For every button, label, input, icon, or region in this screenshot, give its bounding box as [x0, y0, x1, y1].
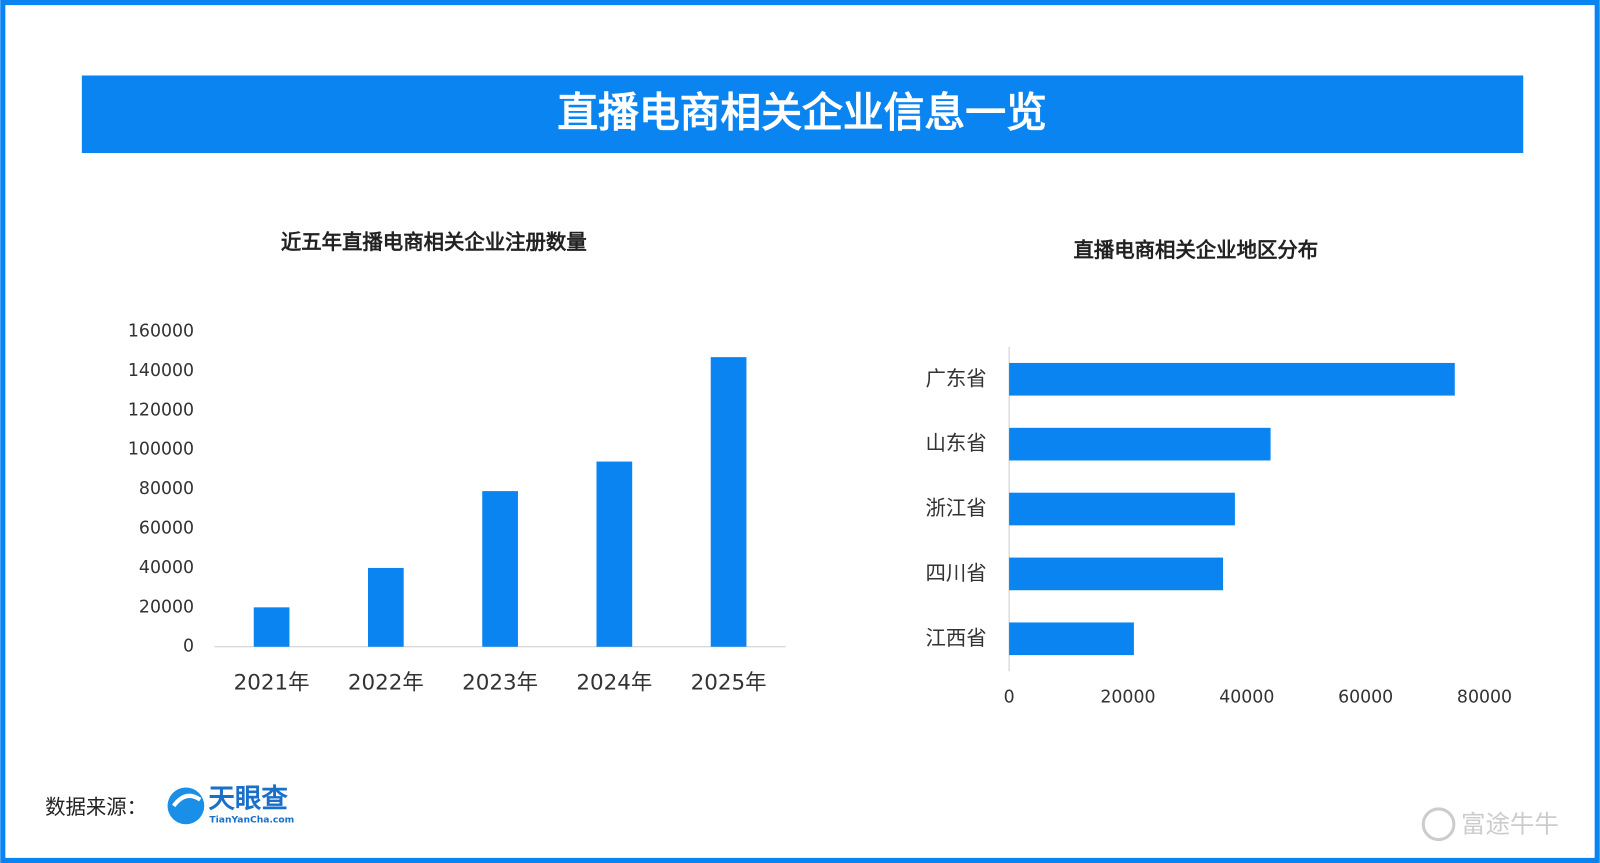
- x-tick-label: 40000: [1219, 688, 1274, 708]
- y-tick-label: 0: [183, 637, 194, 657]
- x-tick-label: 0: [1004, 688, 1015, 708]
- logo-swoosh: [172, 793, 202, 808]
- y-tick-label: 40000: [139, 558, 194, 578]
- page-title: 直播电商相关企业信息一览: [557, 88, 1047, 136]
- bar: [1009, 427, 1271, 461]
- bar: [1009, 622, 1134, 656]
- header-bar: [81, 75, 1524, 154]
- bar: [253, 607, 290, 647]
- watermark: 富途牛牛: [1461, 809, 1559, 838]
- x-tick-label: 80000: [1457, 688, 1512, 708]
- y-tick-label: 四川省: [926, 561, 987, 585]
- bar: [710, 357, 747, 647]
- logo-url: TianYanCha.com: [209, 815, 294, 826]
- chart-title: 直播电商相关企业地区分布: [1073, 238, 1318, 262]
- x-tick-label: 2022年: [348, 670, 424, 695]
- y-tick-label: 山东省: [926, 431, 987, 455]
- bar: [596, 461, 633, 647]
- y-tick-label: 140000: [128, 361, 194, 381]
- x-tick-label: 2024年: [576, 670, 652, 695]
- x-tick-label: 20000: [1100, 688, 1155, 708]
- bar: [1009, 362, 1455, 396]
- x-tick-label: 2025年: [691, 670, 767, 695]
- y-tick-label: 20000: [139, 597, 194, 617]
- y-tick-label: 120000: [128, 400, 194, 420]
- x-tick-label: 2021年: [234, 670, 310, 695]
- x-tick-label: 60000: [1338, 688, 1393, 708]
- bar: [482, 491, 518, 647]
- y-tick-label: 广东省: [926, 366, 987, 390]
- y-tick-label: 160000: [128, 322, 194, 342]
- bar: [1009, 557, 1224, 591]
- y-tick-label: 浙江省: [926, 496, 987, 520]
- chart-title: 近五年直播电商相关企业注册数量: [281, 230, 587, 254]
- logo-text: 天眼查: [208, 783, 288, 814]
- y-tick-label: 60000: [139, 519, 194, 539]
- bar: [367, 567, 404, 647]
- watermark-icon: [1421, 807, 1456, 842]
- y-tick-label: 100000: [128, 440, 194, 460]
- y-tick-label: 江西省: [926, 626, 987, 650]
- y-tick-label: 80000: [139, 479, 194, 499]
- source-label: 数据来源：: [45, 795, 147, 819]
- logo-icon: [167, 787, 205, 825]
- x-tick-label: 2023年: [462, 670, 538, 695]
- bar: [1009, 492, 1235, 526]
